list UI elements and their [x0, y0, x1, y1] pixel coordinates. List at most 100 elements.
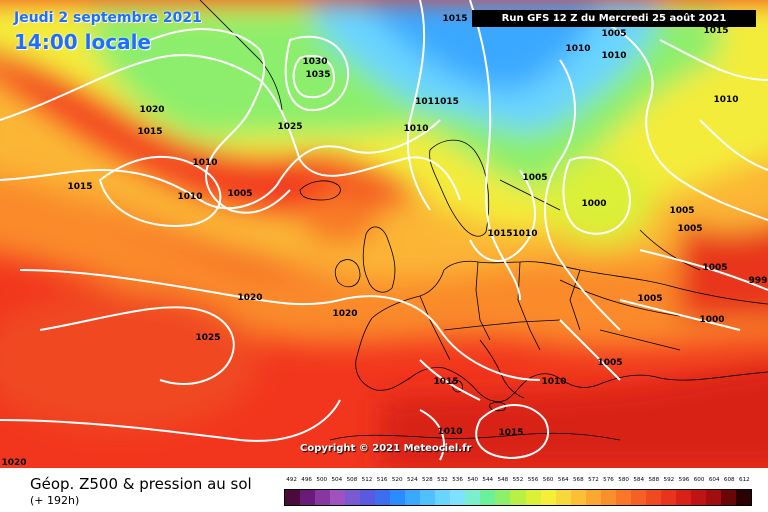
legend-tick-labels: 492 496 500 504 508 512 516 520 524 528 532 536 540 5…: [284, 477, 752, 487]
legend-tick-label: 492: [286, 477, 297, 483]
legend-tick-label: 560: [542, 477, 554, 483]
legend-swatch: [465, 490, 481, 505]
isobar-label: 1025: [277, 122, 302, 132]
isobar-label: 1010: [601, 51, 626, 61]
isobar-label: 1015: [498, 428, 523, 438]
isobar-label: 1010: [403, 124, 428, 134]
legend-tick-label: 612: [739, 477, 750, 483]
legend-swatch: [690, 490, 706, 505]
legend-swatch: [495, 490, 511, 505]
legend-swatch: [570, 490, 586, 505]
legend-swatch: [660, 490, 676, 505]
isobar-label: 1011015: [415, 97, 459, 107]
color-legend: [284, 489, 752, 506]
legend-tick-label: 568: [572, 477, 584, 483]
isobar-label: 1015: [137, 127, 162, 137]
isobar-label: 1005: [522, 173, 547, 183]
isobar-label: 1015: [67, 182, 92, 192]
legend-swatch: [705, 490, 721, 505]
lead-time: (+ 192h): [30, 494, 80, 507]
legend-tick-label: 600: [693, 477, 705, 483]
legend-swatch: [375, 490, 391, 505]
legend-swatch: [360, 490, 376, 505]
isobar-label: 1005: [601, 29, 626, 39]
legend-tick-label: 528: [422, 477, 433, 483]
isobar-label: 1010: [541, 377, 566, 387]
legend-swatch: [285, 490, 301, 505]
legend-tick-label: 500: [316, 477, 328, 483]
coastlines: [199, 0, 768, 441]
isobar-label: 1005: [677, 224, 702, 234]
isobar-label: 1010: [192, 158, 217, 168]
legend-tick-label: 536: [452, 477, 463, 483]
isobar-label: 1005: [637, 294, 662, 304]
isobar-label: 1000: [581, 199, 606, 209]
legend-tick-label: 552: [512, 477, 524, 483]
legend-tick-label: 520: [391, 477, 403, 483]
legend-tick-label: 512: [361, 477, 373, 483]
isobar-label: 1010: [177, 192, 202, 202]
legend-swatch: [720, 490, 736, 505]
copyright-notice: Copyright © 2021 Meteociel.fr: [300, 443, 472, 454]
legend-tick-label: 604: [708, 477, 720, 483]
isobar-label: 1015: [442, 14, 467, 24]
legend-swatch: [405, 490, 421, 505]
legend-swatch: [615, 490, 631, 505]
legend-tick-label: 504: [331, 477, 343, 483]
geopotential-field: [0, 0, 768, 468]
legend-tick-label: 544: [482, 477, 494, 483]
legend-swatch: [390, 490, 406, 505]
legend-tick-label: 540: [467, 477, 479, 483]
legend-tick-label: 576: [603, 477, 614, 483]
isobar-label: 1010: [565, 44, 590, 54]
isobar-label: 1010: [512, 229, 537, 239]
legend-tick-label: 608: [723, 477, 735, 483]
isobar-label: 1020: [1, 458, 26, 468]
legend-tick-label: 580: [618, 477, 629, 483]
legend-swatch: [630, 490, 646, 505]
legend-swatch: [600, 490, 616, 505]
isobar-label: 1015: [433, 377, 458, 387]
legend-swatch: [480, 490, 496, 505]
isobar-label: 1020: [139, 105, 164, 115]
legend-swatch: [510, 490, 526, 505]
legend-tick-label: 532: [437, 477, 448, 483]
legend-tick-label: 548: [497, 477, 509, 483]
legend-swatch: [645, 490, 661, 505]
isobar-label: 1010: [713, 95, 738, 105]
legend-swatch: [345, 490, 361, 505]
legend-tick-label: 592: [663, 477, 675, 483]
legend-swatch: [555, 490, 571, 505]
isobar-label: 1000: [699, 315, 724, 325]
legend-swatch: [330, 490, 346, 505]
legend-tick-label: 496: [301, 477, 312, 483]
legend-tick-label: 508: [346, 477, 358, 483]
isobar-label: 1005: [597, 358, 622, 368]
isobar-label: 1035: [305, 70, 330, 80]
isobar-label: 1020: [237, 293, 262, 303]
forecast-time: 14:00 locale: [14, 30, 151, 54]
legend-tick-label: 572: [588, 477, 599, 483]
legend-swatch: [675, 490, 691, 505]
legend-swatch: [540, 490, 556, 505]
legend-swatch: [525, 490, 541, 505]
isobar-label: 1005: [227, 189, 252, 199]
legend-tick-label: 596: [678, 477, 690, 483]
legend-swatch: [735, 490, 751, 505]
isobar-lines: [0, 0, 768, 461]
run-banner: Run GFS 12 Z du Mercredi 25 août 2021: [472, 10, 756, 27]
legend-swatch: [585, 490, 601, 505]
isobar-label: 1015: [487, 229, 512, 239]
legend-swatch: [420, 490, 436, 505]
legend-tick-label: 564: [557, 477, 569, 483]
legend-tick-label: 584: [633, 477, 645, 483]
legend-tick-label: 556: [527, 477, 539, 483]
legend-swatch: [435, 490, 451, 505]
isobar-label: 1025: [195, 333, 220, 343]
legend-swatch: [450, 490, 466, 505]
legend-swatch: [300, 490, 316, 505]
isobar-label: 1005: [702, 263, 727, 273]
isobar-label: 999: [749, 276, 768, 286]
